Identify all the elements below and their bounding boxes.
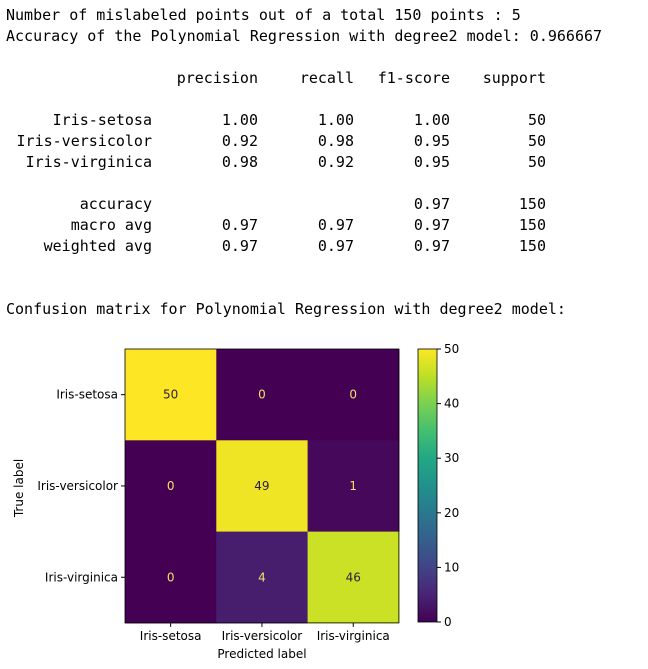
report-cell: 50 <box>527 132 546 150</box>
matrix-cell <box>307 349 400 441</box>
report-cell: 1.00 <box>221 111 258 129</box>
report-cell: 0.97 <box>317 237 354 255</box>
y-tick-label: Iris-setosa <box>56 388 118 402</box>
report-row-label: Iris-setosa <box>52 111 152 129</box>
matrix-value: 50 <box>163 388 178 402</box>
report-cell: 0.97 <box>221 216 258 234</box>
report-cell: 0.95 <box>413 132 450 150</box>
report-row-label: Iris-virginica <box>25 153 152 171</box>
y-tick-label: Iris-virginica <box>45 570 118 584</box>
report-cell: 50 <box>527 111 546 129</box>
x-tick-label: Iris-setosa <box>140 629 202 643</box>
report-cell: 1.00 <box>317 111 354 129</box>
matrix-value: 46 <box>346 570 361 584</box>
report-summary-label: macro avg <box>70 216 152 234</box>
confusion-matrix-title: Confusion matrix for Polynomial Regressi… <box>6 300 566 318</box>
colorbar-tick-label: 30 <box>444 451 459 465</box>
report-cell: 0.97 <box>413 216 450 234</box>
matrix-cell <box>125 440 217 533</box>
report-cell: 0.95 <box>413 153 450 171</box>
x-tick-label: Iris-versicolor <box>222 629 303 643</box>
colorbar-tick-label: 50 <box>444 342 459 356</box>
report-cell: 0.98 <box>221 153 258 171</box>
matrix-value: 4 <box>258 570 266 584</box>
report-cell: 150 <box>518 195 546 213</box>
y-axis-label: True label <box>12 459 26 518</box>
mislabeled-line: Number of mislabeled points out of a tot… <box>6 6 521 24</box>
report-summary-label: weighted avg <box>43 237 152 255</box>
report-header: precision <box>176 69 258 87</box>
matrix-cell <box>125 531 217 624</box>
colorbar-tick-label: 20 <box>444 506 459 520</box>
report-cell: 0.92 <box>317 153 354 171</box>
matrix-value: 49 <box>254 479 269 493</box>
matrix-cell <box>216 349 309 441</box>
matrix-value: 0 <box>258 388 266 402</box>
accuracy-line: Accuracy of the Polynomial Regression wi… <box>6 27 603 45</box>
report-header: recall <box>299 69 354 87</box>
x-tick-label: Iris-virginica <box>317 629 390 643</box>
report-header: f1-score <box>377 69 450 87</box>
matrix-cell <box>307 531 400 624</box>
colorbar-tick-label: 0 <box>444 615 452 629</box>
matrix-cell <box>216 531 309 624</box>
report-cell: 0.97 <box>221 237 258 255</box>
matrix-cell <box>216 440 309 533</box>
report-cell: 150 <box>518 237 546 255</box>
report-cell: 0.97 <box>413 237 450 255</box>
confusion-matrix-chart: 50 0 00 49 10 4 46 Iris-setosaIris-versicolorI… <box>12 342 459 661</box>
colorbar-tick-label: 10 <box>444 560 459 574</box>
report-cell: 0.97 <box>317 216 354 234</box>
y-tick-label: Iris-versicolor <box>37 479 118 493</box>
report-row-label: Iris-versicolor <box>16 132 152 150</box>
colorbar <box>417 348 438 623</box>
report-cell: 0.92 <box>221 132 258 150</box>
report-header: support <box>482 69 546 87</box>
colorbar-tick-label: 40 <box>444 397 459 411</box>
x-axis-label: Predicted label <box>217 647 306 661</box>
matrix-value: 0 <box>167 570 175 584</box>
matrix-value: 0 <box>349 388 357 402</box>
report-cell: 150 <box>518 216 546 234</box>
report-summary-label: accuracy <box>79 195 152 213</box>
matrix-cell <box>125 349 217 441</box>
report-cell: 0.97 <box>413 195 450 213</box>
report-cell: 0.98 <box>317 132 354 150</box>
matrix-value: 0 <box>167 479 175 493</box>
report-cell: 1.00 <box>413 111 450 129</box>
report-cell: 50 <box>527 153 546 171</box>
matrix-cell <box>307 440 400 533</box>
matrix-value: 1 <box>349 479 357 493</box>
